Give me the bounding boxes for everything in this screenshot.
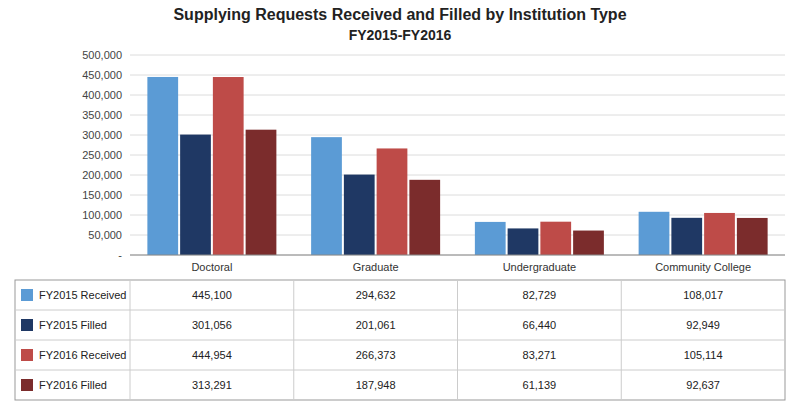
bar — [704, 213, 735, 255]
title: Supplying Requests Received and Filled b… — [173, 6, 626, 23]
chart-container: Supplying Requests Received and Filled b… — [0, 0, 800, 417]
bar — [311, 137, 342, 255]
y-tick-label: 500,000 — [82, 49, 122, 61]
table-value: 92,949 — [686, 319, 720, 331]
legend-label: FY2015 Filled — [39, 319, 107, 331]
y-tick-label: 350,000 — [82, 109, 122, 121]
table-value: 201,061 — [356, 319, 396, 331]
table-value: 83,271 — [523, 349, 557, 361]
bar — [540, 222, 571, 255]
table-value: 66,440 — [523, 319, 557, 331]
legend-swatch — [21, 379, 33, 391]
legend-swatch — [21, 289, 33, 301]
table-value: 294,632 — [356, 289, 396, 301]
table-value: 92,637 — [686, 379, 720, 391]
bar — [377, 148, 408, 255]
grid-line — [130, 75, 785, 76]
grid-line — [130, 55, 785, 56]
bar — [246, 130, 277, 255]
y-tick-label: 250,000 — [82, 149, 122, 161]
bars — [147, 77, 767, 255]
bar — [508, 228, 539, 255]
bar — [344, 175, 375, 255]
table-col-line — [457, 280, 458, 400]
legend-swatch — [21, 349, 33, 361]
table-value: 105,114 — [684, 349, 723, 361]
chart-svg: Supplying Requests Received and Filled b… — [0, 0, 800, 417]
table-value: 301,056 — [192, 319, 232, 331]
bar — [671, 218, 702, 255]
table-value: 444,954 — [192, 349, 232, 361]
table-col-line — [621, 280, 622, 400]
legend-label: FY2016 Filled — [39, 379, 107, 391]
table-border — [15, 280, 785, 400]
table-value: 313,291 — [192, 379, 232, 391]
bar — [180, 135, 211, 255]
y-tick-label: 50,000 — [88, 229, 122, 241]
table-col-line — [293, 280, 294, 400]
y-tick-label: 200,000 — [82, 169, 122, 181]
table-value: 187,948 — [356, 379, 396, 391]
y-tick-label: 150,000 — [82, 189, 122, 201]
table-col-line — [130, 280, 131, 400]
table-value: 266,373 — [356, 349, 396, 361]
y-tick-label: 300,000 — [82, 129, 122, 141]
bar — [409, 180, 440, 255]
y-tick-label: - — [118, 249, 122, 261]
table-value: 82,729 — [523, 289, 557, 301]
x-tick-label: Undergraduate — [503, 261, 576, 273]
legend-label: FY2015 Received — [39, 289, 126, 301]
bar — [213, 77, 244, 255]
y-tick-label: 100,000 — [82, 209, 122, 221]
y-tick-label: 450,000 — [82, 69, 122, 81]
bar — [475, 222, 506, 255]
table-value: 445,100 — [192, 289, 232, 301]
x-axis-line — [130, 255, 785, 256]
bar — [573, 231, 604, 255]
bar — [737, 218, 768, 255]
y-tick-label: 400,000 — [82, 89, 122, 101]
x-tick-label: Doctoral — [191, 261, 232, 273]
table-value: 108,017 — [683, 289, 723, 301]
data-table: FY2015 Received 445,100 294,632 82,729 108,0… — [15, 280, 785, 400]
grid-line — [130, 255, 785, 256]
legend-swatch — [21, 319, 33, 331]
x-tick-label: Community College — [655, 261, 751, 273]
x-tick-label: Graduate — [353, 261, 399, 273]
bar — [147, 77, 178, 255]
table-value: 61,139 — [523, 379, 557, 391]
legend-label: FY2016 Received — [39, 349, 126, 361]
grid — [130, 55, 785, 255]
subtitle: FY2015-FY2016 — [349, 27, 452, 43]
bar — [639, 212, 670, 255]
